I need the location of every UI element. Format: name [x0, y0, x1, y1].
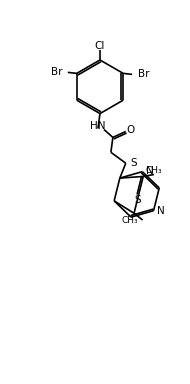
Text: Cl: Cl: [95, 41, 105, 51]
Text: Br: Br: [138, 70, 149, 79]
Text: S: S: [134, 195, 141, 205]
Text: Br: Br: [51, 67, 62, 78]
Text: CH₃: CH₃: [146, 166, 162, 175]
Text: S: S: [130, 158, 137, 168]
Text: CH₃: CH₃: [121, 215, 138, 225]
Text: N: N: [157, 206, 165, 216]
Text: HN: HN: [90, 121, 106, 131]
Text: N: N: [146, 166, 154, 176]
Text: O: O: [126, 125, 134, 135]
